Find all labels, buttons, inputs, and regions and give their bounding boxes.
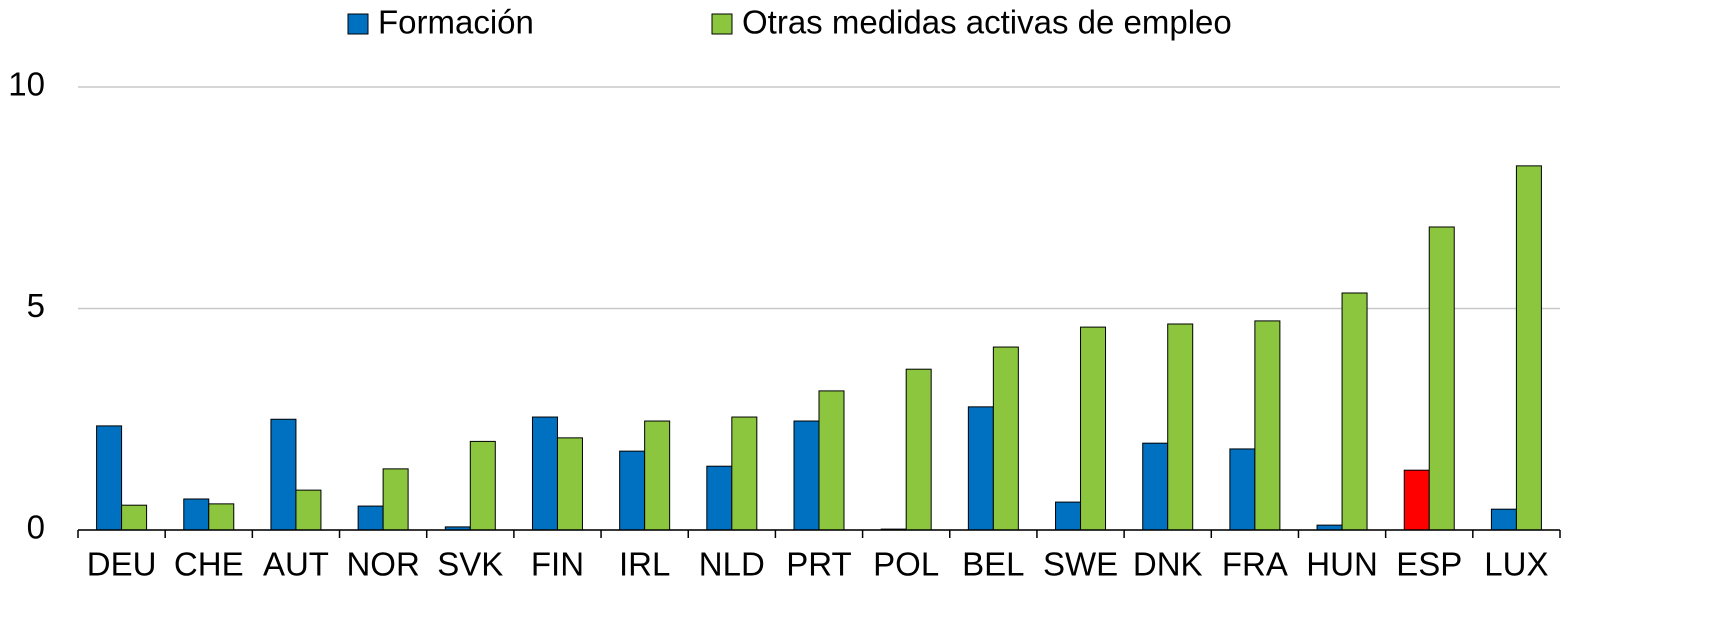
bar (270, 418, 297, 531)
bar (96, 425, 123, 531)
bar (531, 416, 558, 531)
bar (644, 420, 671, 531)
bar (556, 437, 583, 531)
x-tick-label: ESP (1396, 546, 1462, 583)
bar (357, 505, 384, 531)
x-tick-label: IRL (619, 546, 670, 583)
bar (905, 368, 932, 531)
x-tick-label: LUX (1484, 546, 1548, 583)
bar (1254, 320, 1281, 531)
y-tick-label: 0 (27, 509, 45, 546)
bar (1229, 448, 1256, 531)
x-tick-label: POL (873, 546, 939, 583)
x-tick-label: PRT (786, 546, 851, 583)
bar (1167, 323, 1194, 531)
bar (992, 346, 1019, 531)
bar (619, 450, 646, 531)
bar (1080, 326, 1107, 531)
bar (1055, 501, 1082, 531)
bar (967, 406, 994, 531)
bar (706, 465, 733, 531)
bar (183, 498, 210, 531)
x-tick-label: NLD (699, 546, 765, 583)
x-tick-label: DNK (1133, 546, 1203, 583)
bar (1515, 165, 1542, 531)
x-tick-label: DEU (87, 546, 157, 583)
bar (1428, 226, 1455, 531)
y-tick-label: 10 (8, 66, 45, 103)
bar (382, 468, 409, 531)
x-tick-label: FIN (531, 546, 584, 583)
x-tick-label: FRA (1222, 546, 1288, 583)
bar (818, 390, 845, 531)
bar (793, 420, 820, 531)
bar (121, 504, 148, 531)
bar (469, 440, 496, 531)
bar (1341, 292, 1368, 531)
x-tick-label: HUN (1306, 546, 1378, 583)
y-tick-label: 5 (27, 287, 45, 324)
x-tick-label: CHE (174, 546, 244, 583)
legend-label: Otras medidas activas de empleo (742, 4, 1232, 41)
bar (295, 489, 322, 531)
x-tick-label: BEL (962, 546, 1024, 583)
legend-swatch (711, 13, 733, 35)
x-tick-label: SVK (437, 546, 503, 583)
x-tick-label: SWE (1043, 546, 1118, 583)
bar (1490, 508, 1517, 531)
legend-swatch (347, 13, 369, 35)
bar (1403, 469, 1430, 531)
bar (731, 416, 758, 531)
x-tick-label: AUT (263, 546, 329, 583)
bar (1142, 442, 1169, 531)
legend-label: Formación (378, 4, 534, 41)
x-tick-label: NOR (346, 546, 419, 583)
bar (208, 503, 235, 531)
